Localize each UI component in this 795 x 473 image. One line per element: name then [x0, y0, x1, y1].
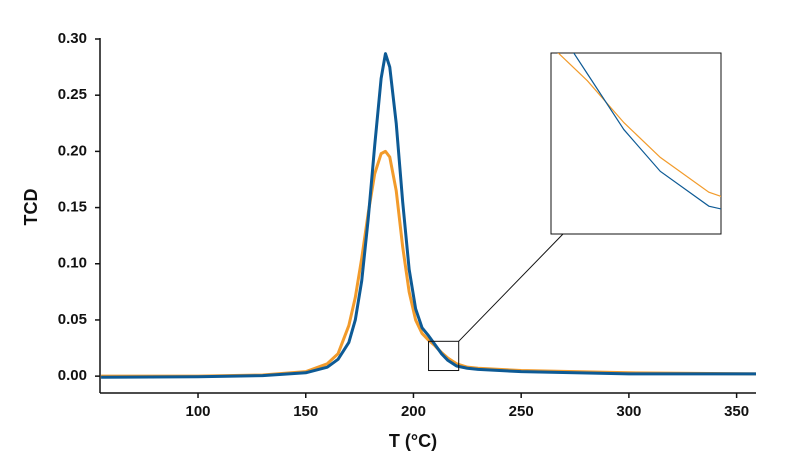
y-tick-label: 0.25	[58, 86, 87, 103]
y-tick-label: 0.30	[58, 30, 87, 47]
y-tick-label: 0.05	[58, 311, 87, 328]
x-tick-label: 150	[293, 403, 318, 420]
zoom-connector	[458, 233, 564, 342]
y-axis-title: TCD	[21, 189, 41, 226]
line-series	[101, 52, 756, 379]
x-axis-title: T (°C)	[389, 431, 437, 451]
y-tick-label: 0.10	[58, 255, 87, 272]
line-series	[101, 149, 757, 378]
y-tick-label: 0.20	[58, 142, 87, 159]
x-tick-label: 250	[509, 403, 534, 420]
y-tick-label: 0.00	[58, 367, 87, 384]
x-tick-label: 300	[616, 403, 641, 420]
x-tick-label: 350	[724, 403, 749, 420]
x-tick-label: 100	[186, 403, 211, 420]
x-tick-label: 200	[401, 403, 426, 420]
zoom-box	[428, 340, 460, 372]
y-tick-label: 0.15	[58, 199, 87, 216]
